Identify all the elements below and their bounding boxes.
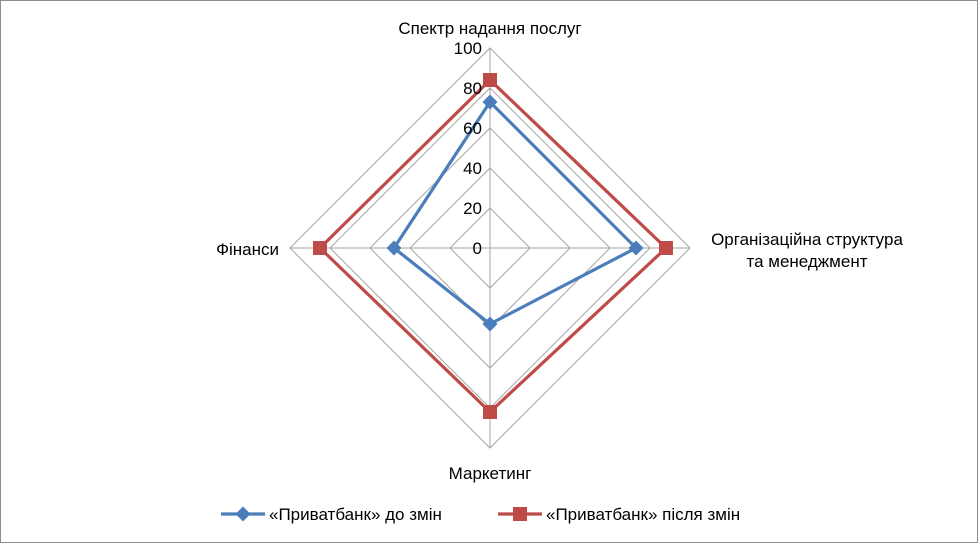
radial-axis-ticks: 0 20 40 60 80 100 (454, 39, 482, 258)
radar-grid (289, 47, 691, 449)
tick-label-0: 0 (473, 239, 482, 258)
tick-label-60: 60 (463, 119, 482, 138)
series-1-point-2 (483, 405, 497, 419)
legend-marker-1 (513, 507, 527, 521)
series-0-point-1 (628, 240, 644, 256)
category-label-0: Спектр надання послуг (398, 19, 581, 38)
category-labels: Спектр надання послуг Організаційна струк… (216, 19, 903, 483)
series-0-point-3 (386, 240, 402, 256)
series-1-point-3 (313, 241, 327, 255)
series-0-point-2 (482, 316, 498, 332)
series-1-point-1 (659, 241, 673, 255)
legend-label-1: «Приватбанк» після змін (546, 505, 740, 524)
legend-label-0: «Приватбанк» до змін (269, 505, 442, 524)
category-label-3: Фінанси (216, 240, 279, 259)
series-0-point-0 (482, 94, 498, 110)
category-label-1: Організаційна структура та менеджмент (711, 230, 903, 271)
tick-label-100: 100 (454, 39, 482, 58)
series-1-point-0 (483, 73, 497, 87)
legend: «Приватбанк» до змін «Приватбанк» після з… (221, 505, 740, 524)
tick-label-20: 20 (463, 199, 482, 218)
tick-label-40: 40 (463, 159, 482, 178)
tick-label-80: 80 (463, 79, 482, 98)
legend-marker-0 (235, 506, 251, 522)
radar-series (313, 73, 673, 419)
category-label-2: Маркетинг (449, 464, 532, 483)
series-line-0 (392, 100, 638, 326)
